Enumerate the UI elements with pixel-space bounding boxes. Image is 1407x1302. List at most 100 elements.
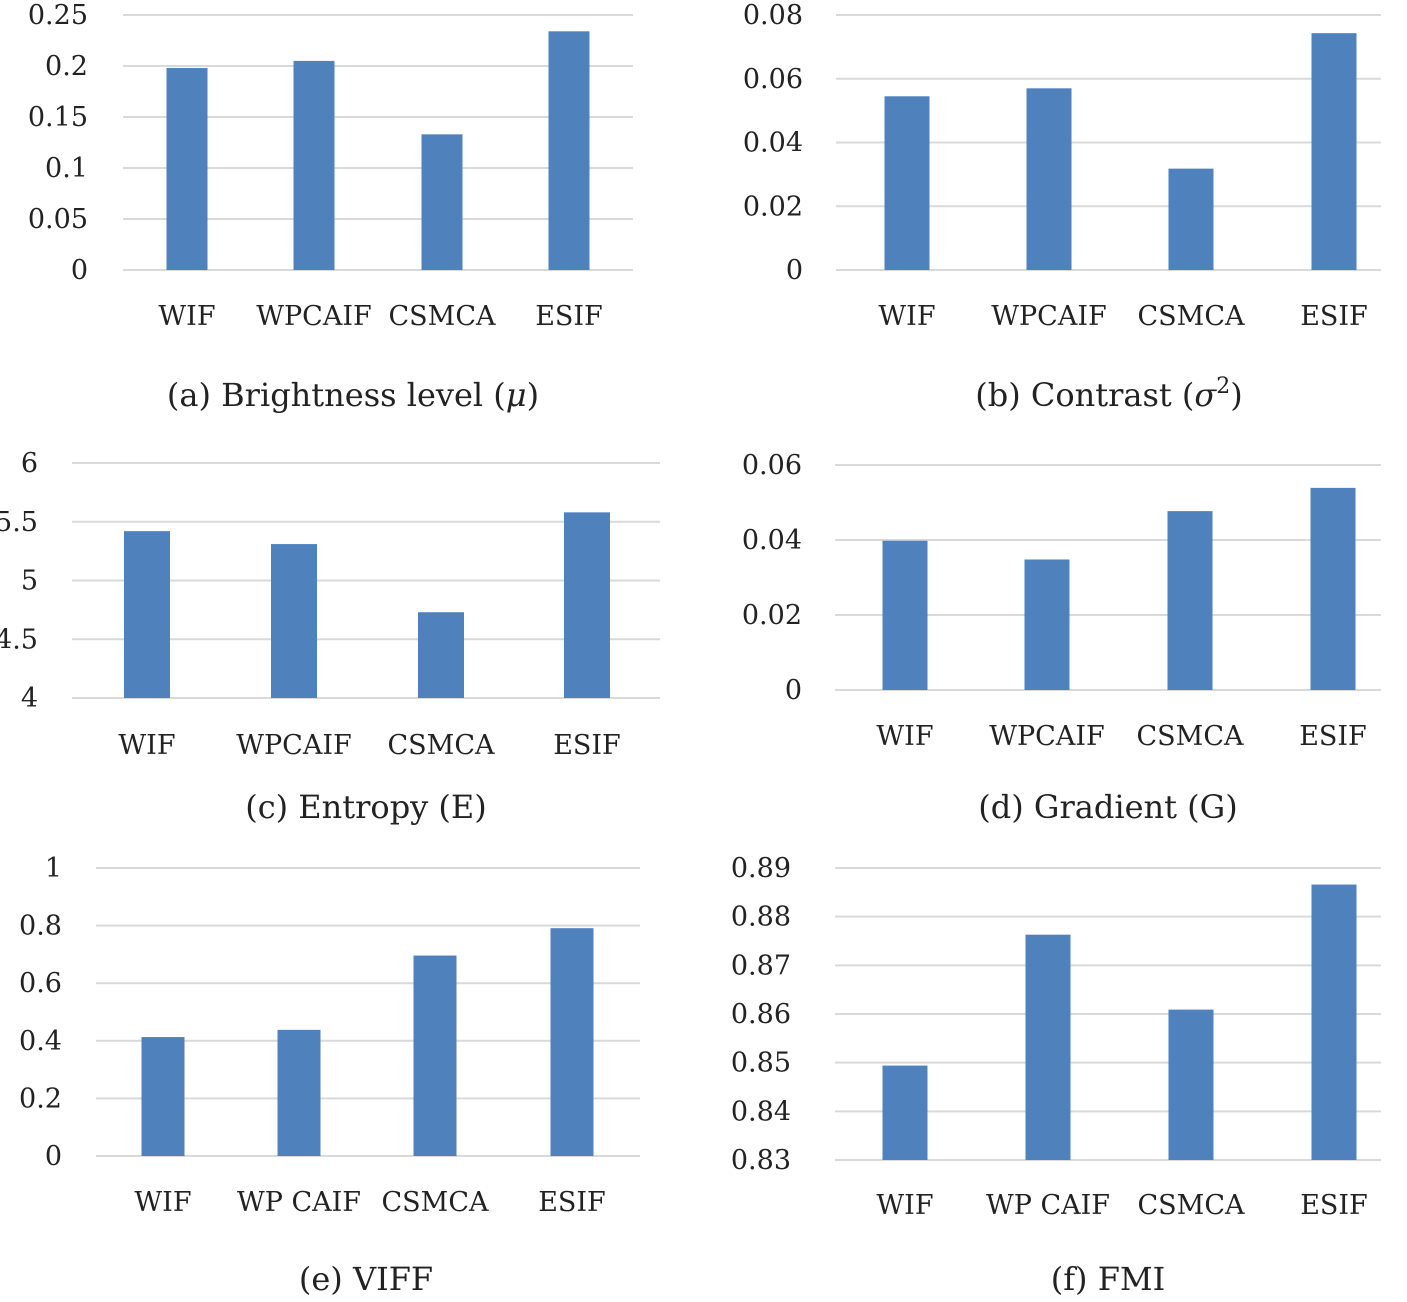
y-tick-label: 0.84 — [731, 1096, 791, 1127]
chart-caption: (f) FMI — [1051, 1260, 1166, 1298]
x-tick-label: ESIF — [553, 730, 621, 761]
x-tick-label: CSMCA — [382, 1187, 489, 1218]
bar-wpcaif — [1026, 88, 1072, 270]
y-tick-label: 0 — [785, 675, 802, 706]
y-tick-label: 0.08 — [743, 0, 803, 31]
x-tick-label: WIF — [158, 301, 215, 332]
y-tick-label: 0.05 — [28, 204, 88, 235]
y-tick-label: 0.83 — [731, 1145, 791, 1176]
x-tick-label: WP CAIF — [986, 1190, 1110, 1221]
chart-caption: (b) Contrast (σ2) — [975, 374, 1242, 414]
y-tick-label: 0.04 — [743, 128, 803, 159]
bar-esif — [1310, 487, 1356, 690]
bar-wif — [882, 540, 928, 690]
caption-end: ) — [1230, 376, 1242, 414]
x-tick-label: CSMCA — [1137, 721, 1244, 752]
x-tick-label: CSMCA — [389, 301, 496, 332]
x-tick-label: ESIF — [1299, 721, 1367, 752]
y-tick-label: 0.86 — [731, 999, 791, 1030]
y-tick-label: 0.06 — [743, 64, 803, 95]
y-tick-label: 0.4 — [19, 1026, 62, 1057]
y-tick-label: 0.87 — [731, 950, 791, 981]
bar-esif — [1311, 33, 1357, 271]
bar-csmca — [1168, 168, 1214, 270]
y-tick-label: 0.1 — [45, 153, 88, 184]
chart-panel-c: 4 4.5 5 5.5 6 WIF WPCAIF CSMCA ESIF (c) Entropy (… — [0, 448, 660, 826]
x-tick-label: WPCAIF — [236, 730, 351, 761]
y-tick-label: 0 — [71, 255, 88, 286]
y-tick-label: 0.15 — [28, 102, 88, 133]
bar-wp-caif — [1025, 934, 1071, 1160]
y-tick-label: 0.2 — [19, 1083, 62, 1114]
x-tick-label: WIF — [118, 730, 175, 761]
bar-csmca — [421, 134, 463, 270]
caption-text: (d) Gradient (G) — [978, 788, 1237, 826]
y-tick-label: 1 — [45, 853, 62, 884]
y-tick-label: 0.06 — [742, 450, 802, 481]
bar-wif — [884, 96, 930, 270]
chart-caption: (c) Entropy (E) — [245, 788, 487, 826]
bar-esif — [550, 928, 594, 1156]
bar-esif — [564, 512, 610, 698]
chart-panel-f: 0.83 0.84 0.85 0.86 0.87 0.88 0.89 WIF WP CAIF CS… — [731, 853, 1381, 1298]
y-tick-label: 0.8 — [19, 911, 62, 942]
chart-caption: (e) VIFF — [299, 1260, 433, 1298]
bar-wp-caif — [277, 1029, 321, 1156]
x-tick-label: WP CAIF — [237, 1187, 361, 1218]
caption-superscript: 2 — [1216, 374, 1230, 399]
x-tick-label: ESIF — [1300, 1190, 1368, 1221]
y-tick-label: 6 — [21, 448, 38, 479]
caption-symbol: σ — [1194, 376, 1217, 414]
bar-wif — [124, 531, 170, 698]
bar-csmca — [1168, 1009, 1214, 1160]
y-tick-label: 0.6 — [19, 968, 62, 999]
x-tick-label: WPCAIF — [991, 301, 1106, 332]
y-tick-label: 0.2 — [45, 51, 88, 82]
x-tick-label: ESIF — [1300, 301, 1368, 332]
y-tick-label: 5 — [21, 566, 38, 597]
caption-symbol: μ — [506, 376, 527, 414]
y-tick-label: 0 — [786, 255, 803, 286]
bar-csmca — [413, 955, 457, 1156]
y-tick-label: 4.5 — [0, 624, 38, 655]
y-tick-label: 0.85 — [731, 1048, 791, 1079]
bar-wpcaif — [293, 60, 335, 271]
caption-text: (e) VIFF — [299, 1260, 433, 1298]
x-tick-label: CSMCA — [388, 730, 495, 761]
y-tick-label: 0.89 — [731, 853, 791, 884]
x-tick-label: CSMCA — [1138, 1190, 1245, 1221]
x-tick-label: CSMCA — [1138, 301, 1245, 332]
y-tick-label: 0.02 — [743, 191, 803, 222]
x-tick-label: WIF — [134, 1187, 191, 1218]
bar-esif — [1311, 884, 1357, 1160]
x-tick-label: WIF — [876, 1190, 933, 1221]
x-tick-label: ESIF — [535, 301, 603, 332]
bar-wpcaif — [1024, 559, 1070, 690]
chart-panel-d: 0 0.02 0.04 0.06 WIF WPCAIF CSMCA ESIF (d) Gradi… — [742, 450, 1381, 826]
bar-wpcaif — [271, 544, 317, 698]
y-tick-label: 0.25 — [28, 0, 88, 31]
bar-wif — [141, 1037, 185, 1156]
chart-panel-b: 0 0.02 0.04 0.06 0.08 WIF WPCAIF CSMCA ESIF (b) C… — [743, 0, 1381, 414]
caption-text: (f) FMI — [1051, 1260, 1166, 1298]
x-tick-label: WIF — [878, 301, 935, 332]
caption-end: ) — [527, 376, 539, 414]
y-tick-label: 0.02 — [742, 600, 802, 631]
y-tick-label: 0 — [45, 1141, 62, 1172]
y-tick-label: 0.04 — [742, 525, 802, 556]
caption-text: (b) Contrast ( — [975, 376, 1194, 414]
bar-csmca — [1167, 511, 1213, 690]
chart-caption: (d) Gradient (G) — [978, 788, 1237, 826]
x-tick-label: WIF — [876, 721, 933, 752]
x-tick-label: ESIF — [538, 1187, 606, 1218]
y-tick-label: 5.5 — [0, 507, 38, 538]
bar-csmca — [418, 612, 464, 698]
y-tick-label: 0.88 — [731, 902, 791, 933]
chart-panel-e: 0 0.2 0.4 0.6 0.8 1 WIF WP CAIF CSMCA ESIF (e) VIF… — [19, 853, 640, 1298]
caption-text: (a) Brightness level ( — [167, 376, 506, 414]
caption-text: (c) Entropy (E) — [245, 788, 487, 826]
x-tick-label: WPCAIF — [989, 721, 1104, 752]
bar-wif — [166, 68, 208, 270]
y-tick-label: 4 — [21, 683, 38, 714]
